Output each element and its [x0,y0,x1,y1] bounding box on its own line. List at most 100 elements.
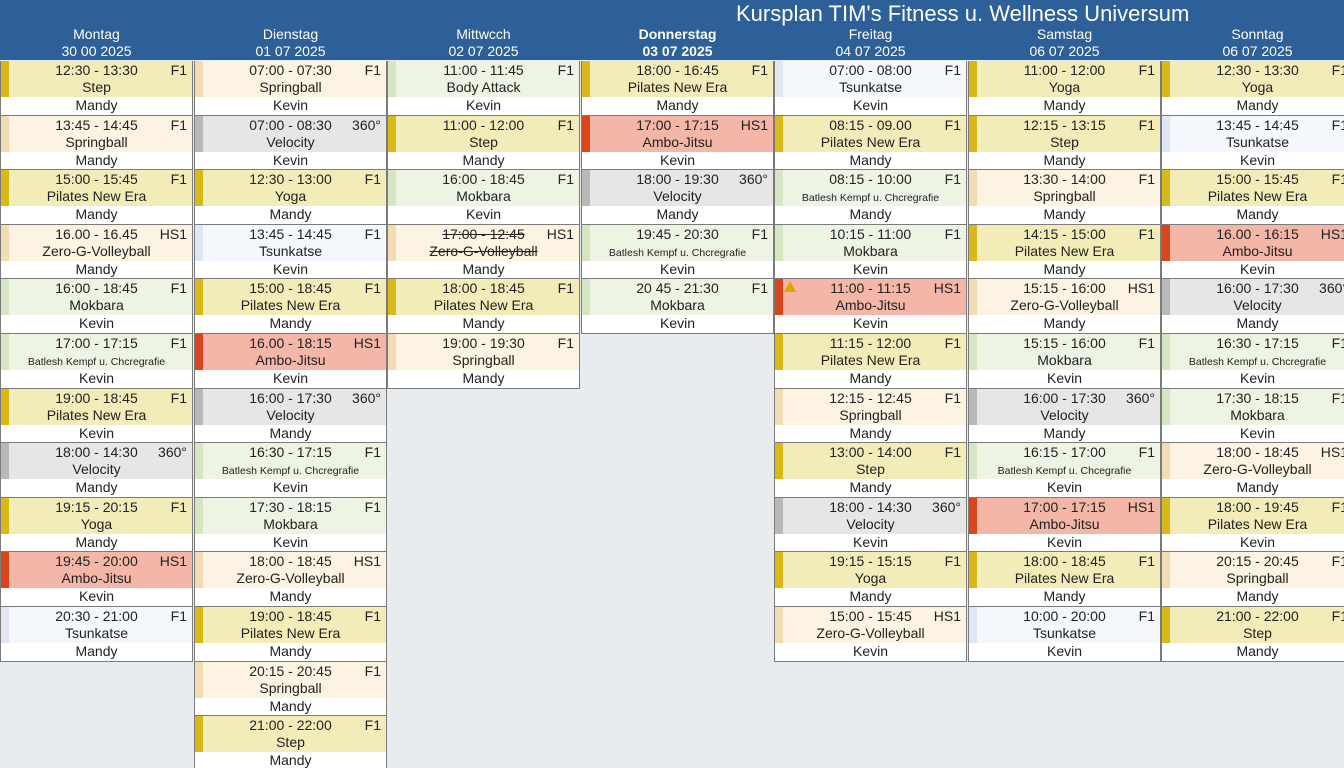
course-card[interactable]: 18:00 - 18:45 F1 Pilates New Era Mandy [968,552,1161,607]
course-card[interactable]: 16:30 - 17:15 F1 Batlesh Kempf u. Chcregra… [194,443,387,498]
course-card[interactable]: 18:00 - 19:30 360° Velocity Mandy [581,170,774,225]
course-name: Velocity [266,406,315,423]
course-name: Yoga [854,570,887,587]
course-card[interactable]: 12:30 - 13:00 F1 Yoga Mandy [194,170,387,225]
course-card[interactable]: 19:45 - 20:30 F1 Batlesh Kempf u. Chcregra… [581,224,774,280]
course-card[interactable]: 13:00 - 14:00 F1 Step Mandy [774,443,967,498]
course-card[interactable]: 15:15 - 16:00 HS1 Zero-G-Volleyball Mandy [968,279,1161,334]
course-time: 19:45 - 20:30 [636,225,719,242]
course-card[interactable]: 11:00 - 11:15 HS1 Ambo-Jitsu Kevin [774,279,967,334]
course-card[interactable]: 12:30 - 13:30 F1 Step Mandy [0,61,193,116]
course-card[interactable]: 16:00 - 18:45 F1 Mokbara Kevin [0,279,193,334]
course-card[interactable]: 11:00 - 12:00 F1 Step Mandy [387,115,580,171]
course-card-header: 10:15 - 11:00 F1 Mokbara [775,224,966,261]
course-card[interactable]: 12:30 - 13:30 F1 Yoga Mandy [1161,61,1344,116]
room-color-stripe [388,61,396,97]
course-name: Pilates New Era [240,624,341,641]
course-card[interactable]: 19:45 - 20:00 HS1 Ambo-Jitsu Kevin [0,552,193,607]
course-card-header: 18:00 - 18:45 HS1 Zero-G-Volleyball [1162,443,1344,480]
course-card[interactable]: 17:00 - 17:15 F1 Batlesh Kempf u. Chcregra… [0,333,193,389]
course-card[interactable]: 12:15 - 12:45 F1 Springball Mandy [774,388,967,444]
course-card-header: 07:00 - 08:00 F1 Tsunkatse [775,61,966,97]
course-card[interactable]: 11:00 - 12:00 F1 Yoga Mandy [968,61,1161,116]
course-card[interactable]: 13:45 - 14:45 F1 Springball Mandy [0,115,193,171]
course-card[interactable]: 17:00 - 12:45 HS1 Zero-G-Volleyball Mandy [387,224,580,280]
course-card[interactable]: 15:00 - 18:45 F1 Pilates New Era Mandy [194,279,387,334]
course-card[interactable]: 18:00 - 14:30 360° Velocity Kevin [774,497,967,553]
course-card[interactable]: 19:15 - 20:15 F1 Yoga Mandy [0,497,193,553]
course-card[interactable]: 07:00 - 07:30 F1 Springball Kevin [194,61,387,116]
course-time: 19:00 - 18:45 [55,389,138,406]
course-card[interactable]: 11:15 - 12:00 F1 Pilates New Era Mandy [774,333,967,389]
course-time: 07:00 - 07:30 [249,62,332,78]
course-card[interactable]: 16.00 - 18:15 HS1 Ambo-Jitsu Kevin [194,333,387,389]
course-card-header: 17:00 - 17:15 HS1 Ambo-Jitsu [969,497,1160,534]
course-card[interactable]: 19:00 - 18:45 F1 Pilates New Era Mandy [194,606,387,662]
room-color-stripe [969,388,977,425]
course-time: 16:00 - 17:30 [1216,280,1299,297]
course-time: 15:00 - 15:45 [1216,171,1299,188]
course-card[interactable]: 10:15 - 11:00 F1 Mokbara Kevin [774,224,967,280]
course-room: F1 [170,62,187,78]
course-name: Ambo-Jitsu [1029,515,1100,532]
course-card[interactable]: 10:00 - 20:00 F1 Tsunkatse Kevin [968,606,1161,662]
course-card-header: 17:00 - 17:15 HS1 Ambo-Jitsu [582,115,773,152]
course-card[interactable]: 18:00 - 16:45 F1 Pilates New Era Mandy [581,61,774,116]
room-color-stripe [195,333,203,370]
course-card[interactable]: 17:00 - 17:15 HS1 Ambo-Jitsu Kevin [581,115,774,171]
course-room: F1 [1331,116,1344,133]
course-card[interactable]: 19:15 - 15:15 F1 Yoga Mandy [774,552,967,607]
course-card[interactable]: 20 45 - 21:30 F1 Mokbara Kevin [581,279,774,334]
room-color-stripe [969,170,977,207]
course-card[interactable]: 11:00 - 11:45 F1 Body Attack Kevin [387,61,580,116]
course-card[interactable]: 08:15 - 10:00 F1 Batlesh Kempf u. Chcregra… [774,170,967,225]
course-card[interactable]: 15:15 - 16:00 F1 Mokbara Kevin [968,333,1161,389]
course-trainer: Mandy [775,369,966,388]
course-time: 13:45 - 14:45 [249,225,332,242]
course-card[interactable]: 18:00 - 18:45 F1 Pilates New Era Mandy [387,279,580,334]
course-card[interactable]: 17:00 - 17:15 HS1 Ambo-Jitsu Kevin [968,497,1161,553]
course-card[interactable]: 20:30 - 21:00 F1 Tsunkatse Mandy [0,606,193,662]
course-trainer: Kevin [195,151,386,170]
course-card[interactable]: 13:30 - 14:00 F1 Springball Mandy [968,170,1161,225]
course-card[interactable]: 14:15 - 15:00 F1 Pilates New Era Mandy [968,224,1161,280]
course-card[interactable]: 16:30 - 17:15 F1 Batlesh Kempf u. Chcregra… [1161,333,1344,389]
course-card[interactable]: 16:00 - 18:45 F1 Mokbara Kevin [387,170,580,225]
course-trainer: Kevin [775,260,966,279]
course-card[interactable]: 16.00 - 16.45 HS1 Zero-G-Volleyball Mandy [0,224,193,280]
course-name: Springball [839,406,902,423]
course-card[interactable]: 19:00 - 19:30 F1 Springball Mandy [387,333,580,389]
course-card[interactable]: 07:00 - 08:30 360° Velocity Kevin [194,115,387,171]
day-header-sonntag: Sonntag 06 07 2025 [1161,26,1344,60]
course-trainer: Mandy [969,260,1160,279]
course-card[interactable]: 07:00 - 08:00 F1 Tsunkatse Kevin [774,61,967,116]
course-card-header: 10:00 - 20:00 F1 Tsunkatse [969,606,1160,643]
course-card[interactable]: 12:15 - 13:15 F1 Step Mandy [968,115,1161,171]
course-time: 12:30 - 13:30 [1216,62,1299,78]
course-card[interactable]: 18:00 - 14:30 360° Velocity Mandy [0,443,193,498]
course-card[interactable]: 16:15 - 17:00 F1 Batlesh Kempf u. Chcegraf… [968,443,1161,498]
course-room: 360° [352,389,381,406]
course-card[interactable]: 15:00 - 15:45 HS1 Zero-G-Volleyball Kevin [774,606,967,662]
course-card-header: 18:00 - 14:30 360° Velocity [775,497,966,534]
course-card[interactable]: 19:00 - 18:45 F1 Pilates New Era Kevin [0,388,193,444]
course-card-header: 18:00 - 19:45 F1 Pilates New Era [1162,497,1344,534]
course-card[interactable]: 08:15 - 09.00 F1 Pilates New Era Mandy [774,115,967,171]
